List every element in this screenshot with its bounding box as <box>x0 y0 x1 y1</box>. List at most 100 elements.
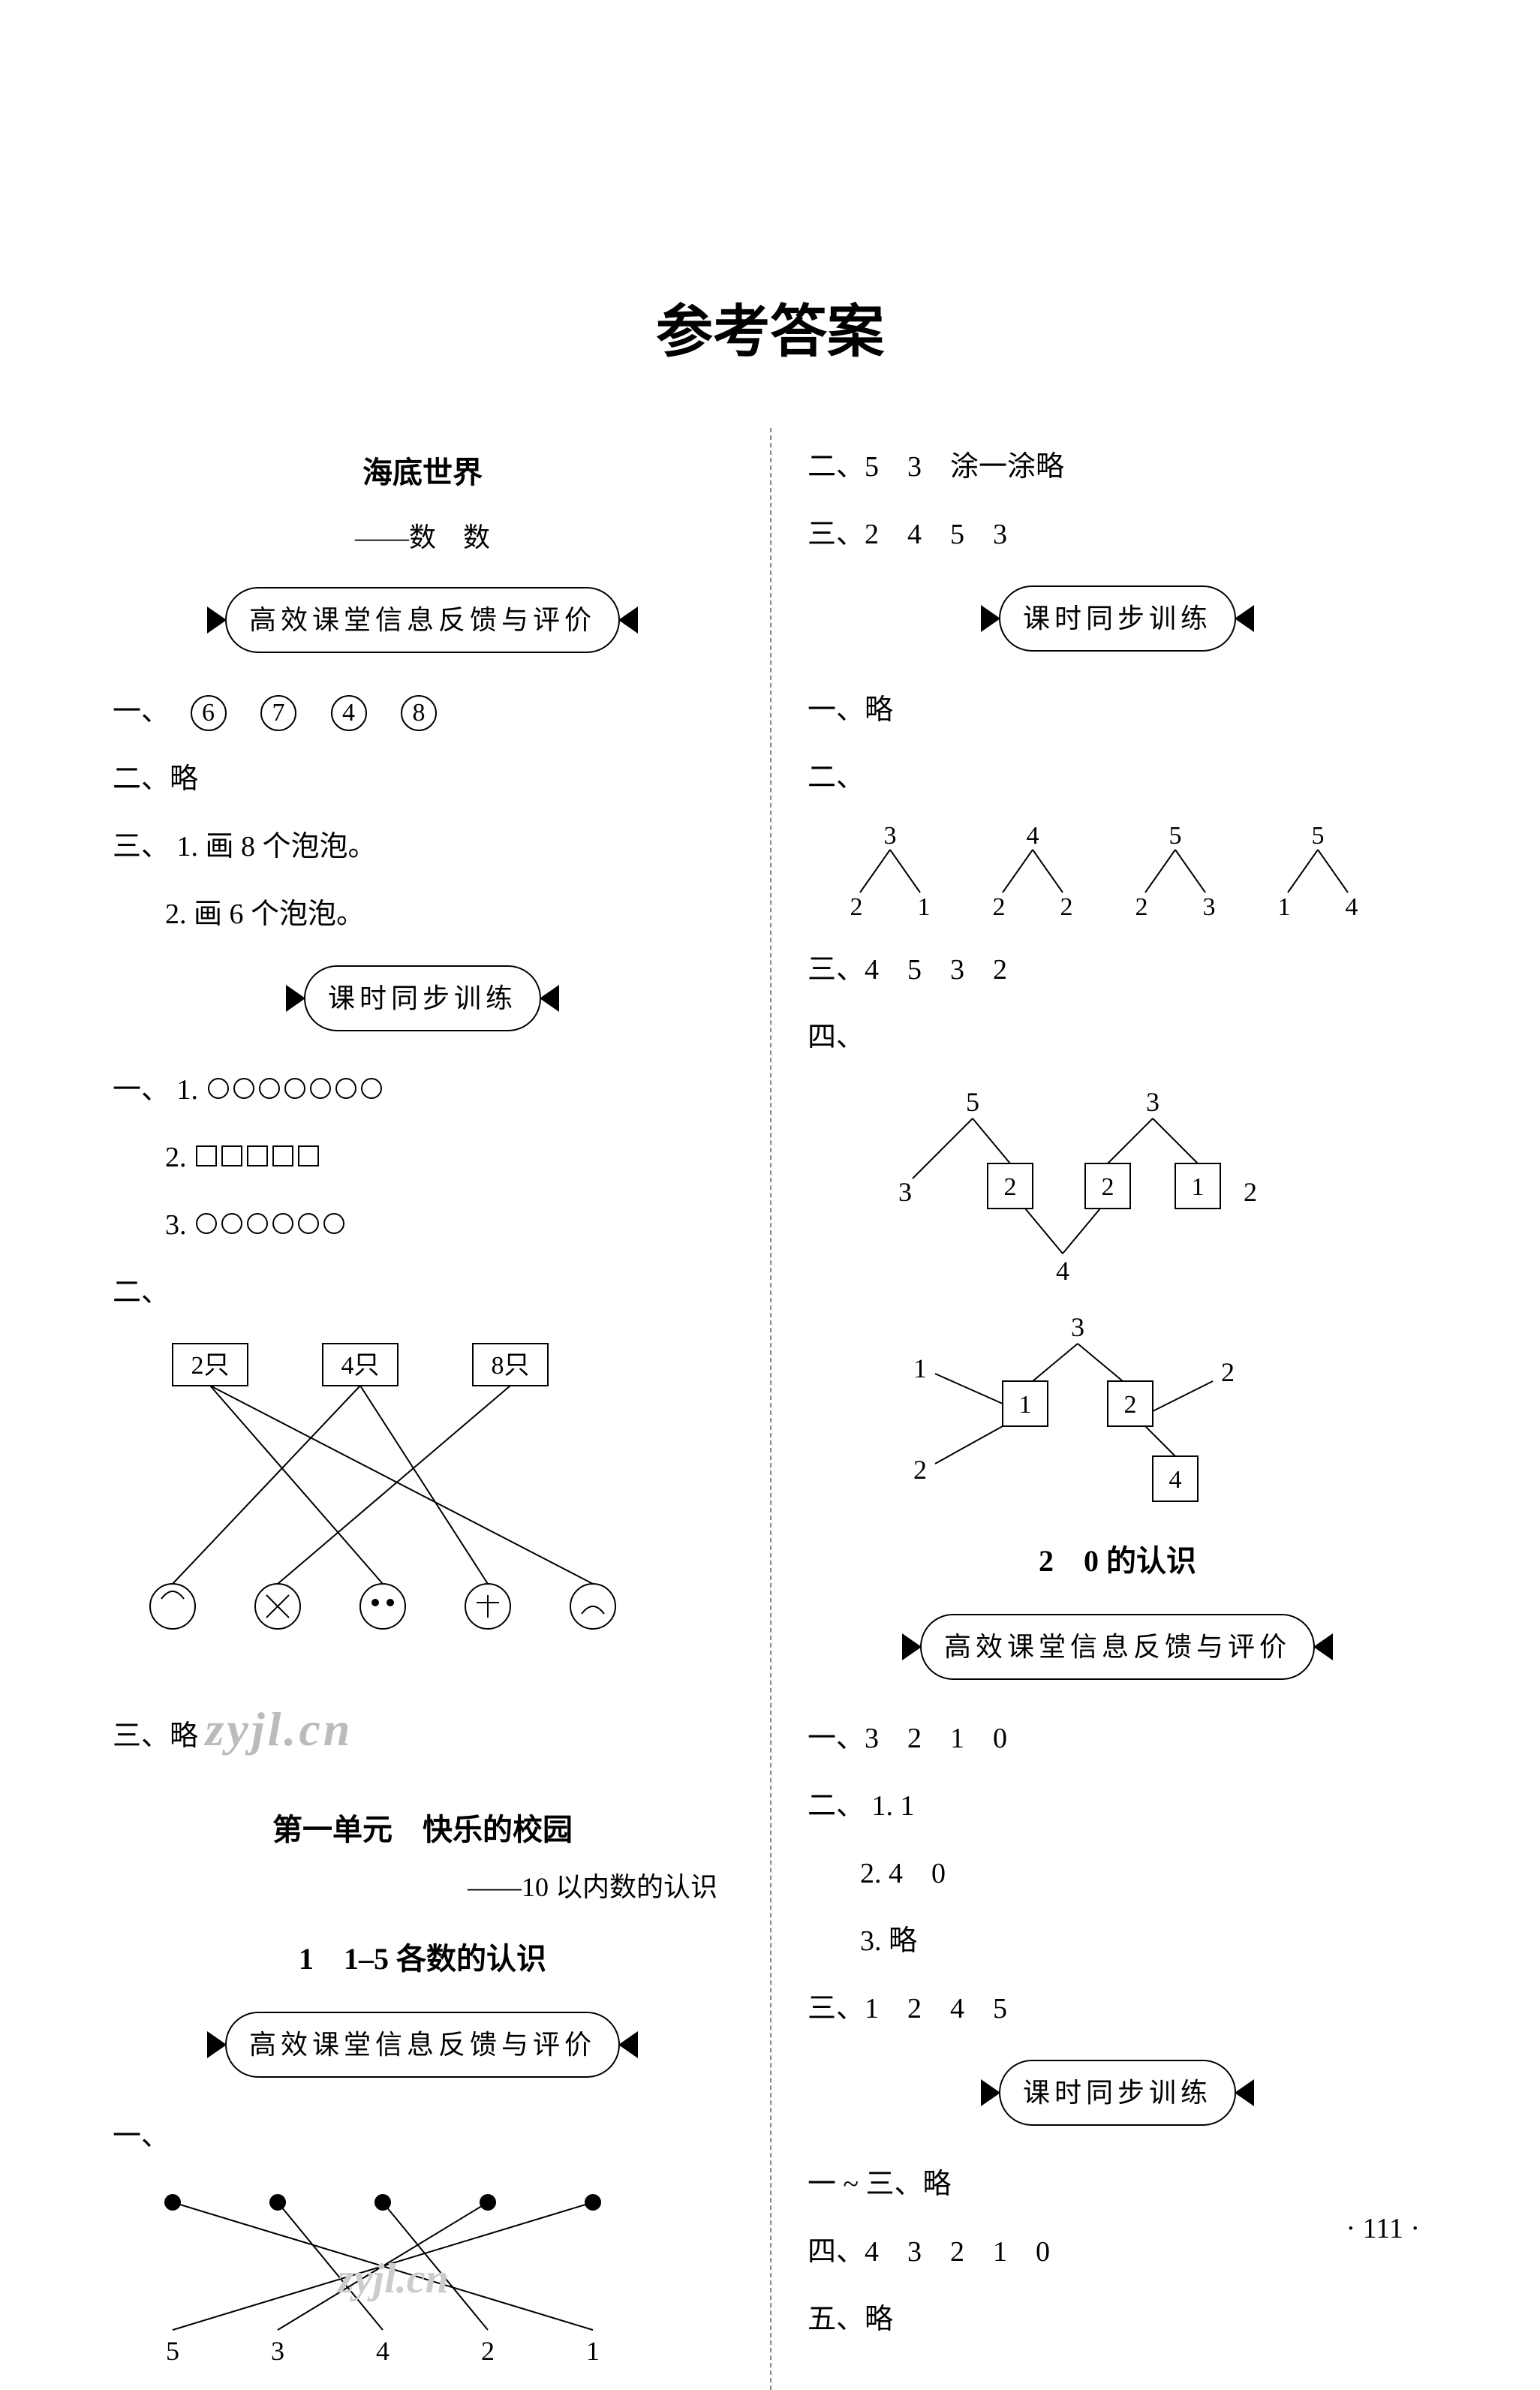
watermark-svg: zyjl.cn <box>336 2256 449 2302</box>
box-label: 4只 <box>341 1352 380 1380</box>
square-row <box>194 1142 321 1173</box>
banner-text: 课时同步训练 <box>304 965 541 1031</box>
f2-q2-1: 1. 1 <box>872 1790 915 1822</box>
svg-text:3: 3 <box>898 1177 912 1207</box>
svg-text:2: 2 <box>1102 1173 1114 1201</box>
box-label: 2只 <box>191 1352 230 1380</box>
dot-label: 1 <box>586 2336 600 2366</box>
f2-q3: 三、1 2 4 5 <box>808 1980 1427 2037</box>
pq1-1-label: 1. <box>177 1074 206 1106</box>
f2-q2-2: 2. 4 0 <box>808 1845 1427 1902</box>
circle-icon <box>272 1213 293 1234</box>
banner-arrow-right-icon <box>618 607 638 634</box>
rp-q4-label: 四、 <box>808 1009 1427 1066</box>
feedback-banner: 高效课堂信息反馈与评价 <box>159 2012 686 2078</box>
pq3-text: 三、略 <box>113 1720 198 1752</box>
svg-text:1: 1 <box>918 893 931 921</box>
svg-text:1: 1 <box>913 1353 927 1383</box>
banner-arrow-right-icon <box>1235 2079 1254 2106</box>
q2-row: 二、略 <box>113 751 732 808</box>
banner-arrow-left-icon <box>207 2031 227 2058</box>
q3-item-2: 2. 画 6 个泡泡。 <box>113 886 732 943</box>
q3-row: 三、 1. 画 8 个泡泡。 <box>113 818 732 875</box>
p2-q5: 五、略 <box>808 2291 1427 2348</box>
banner-text: 高效课堂信息反馈与评价 <box>920 1614 1315 1680</box>
banner-text: 高效课堂信息反馈与评价 <box>225 587 620 653</box>
circle-icon <box>259 1078 280 1099</box>
banner-text: 高效课堂信息反馈与评价 <box>225 2012 620 2078</box>
circle-icon <box>298 1213 319 1234</box>
box-tree-1-svg: 5 3 3 2 2 1 2 4 <box>808 1081 1333 1291</box>
circle-icon <box>284 1078 305 1099</box>
circle-icon <box>310 1078 331 1099</box>
f2-q2-label: 二、 <box>808 1790 865 1822</box>
square-icon <box>221 1145 242 1166</box>
practice-q1: 一、 1. <box>113 1061 732 1118</box>
circle-row <box>194 1209 347 1241</box>
pq3: 三、略 zyjl.cn <box>113 1681 732 1777</box>
circle-icon <box>335 1078 356 1099</box>
circled-number: 4 <box>331 695 367 731</box>
pq2-label: 二、 <box>113 1264 732 1321</box>
svg-text:3: 3 <box>1203 893 1216 921</box>
pq1-label: 一、 <box>113 1074 170 1106</box>
svg-text:1: 1 <box>1278 893 1291 921</box>
section-a-title: 海底世界 <box>113 443 732 503</box>
pq1-2: 2. <box>113 1129 732 1186</box>
q1-label: 一、 <box>113 696 170 727</box>
unit1-title: 第一单元 快乐的校园 <box>113 1800 732 1860</box>
svg-text:4: 4 <box>1056 1256 1069 1286</box>
circle-icon <box>196 1213 217 1234</box>
svg-text:3: 3 <box>884 822 897 850</box>
banner-text: 课时同步训练 <box>999 585 1236 652</box>
banner-arrow-left-icon <box>981 2079 1000 2106</box>
circled-number: 6 <box>191 695 227 731</box>
box-tree-2-svg: 3 1 2 1 2 2 4 <box>808 1306 1333 1516</box>
circle-icon <box>221 1213 242 1234</box>
banner-text: 课时同步训练 <box>999 2060 1236 2126</box>
page-number: · 111 · <box>1346 2212 1421 2245</box>
svg-text:2: 2 <box>1004 1173 1017 1201</box>
svg-text:2: 2 <box>913 1455 927 1485</box>
svg-text:3: 3 <box>1146 1087 1160 1117</box>
dot-label: 3 <box>271 2336 284 2366</box>
pq1-3-label: 3. <box>165 1209 194 1241</box>
circle-icon <box>361 1078 382 1099</box>
practice-banner: 课时同步训练 <box>854 585 1381 652</box>
rp-q3: 三、4 5 3 2 <box>808 941 1427 998</box>
banner-arrow-right-icon <box>540 985 559 1012</box>
rp-q1: 一、略 <box>808 682 1427 739</box>
svg-text:1: 1 <box>1192 1173 1205 1201</box>
f2-q2: 二、 1. 1 <box>808 1777 1427 1835</box>
svg-text:2: 2 <box>1244 1177 1257 1207</box>
dot-label: 2 <box>481 2336 495 2366</box>
r-q3: 三、2 4 5 3 <box>808 506 1427 563</box>
section-a-subtitle: 数 数 <box>113 510 732 564</box>
svg-text:5: 5 <box>1169 822 1182 850</box>
svg-text:3: 3 <box>1071 1312 1084 1342</box>
svg-text:2: 2 <box>1124 1391 1137 1419</box>
practice-banner: 课时同步训练 <box>854 2060 1381 2126</box>
column-divider <box>770 428 772 2390</box>
page-title: 参考答案 <box>90 285 1450 368</box>
circle-icon <box>323 1213 344 1234</box>
square-icon <box>298 1145 319 1166</box>
left-column: 海底世界 数 数 高效课堂信息反馈与评价 一、 6 7 4 8 二、略 三、 1… <box>90 428 770 2390</box>
box-tree-1: 5 3 3 2 2 1 2 4 <box>808 1081 1427 1291</box>
dot-svg: 5 3 4 2 1 zyjl.cn <box>113 2180 653 2375</box>
tree-svg: 321422523514 <box>808 821 1408 926</box>
pq1-3: 3. <box>113 1197 732 1254</box>
watermark-text: zyjl.cn <box>206 1702 353 1756</box>
svg-text:4: 4 <box>1169 1466 1182 1494</box>
lesson2-title: 2 0 的认识 <box>808 1531 1427 1591</box>
svg-text:2: 2 <box>1221 1357 1235 1387</box>
f2-q2-3: 3. 略 <box>808 1913 1427 1970</box>
feedback-banner: 高效课堂信息反馈与评价 <box>854 1614 1381 1680</box>
dot-matching-diagram: 5 3 4 2 1 zyjl.cn <box>113 2180 732 2375</box>
circled-number: 7 <box>260 695 296 731</box>
box-tree-2: 3 1 2 1 2 2 4 <box>808 1306 1427 1516</box>
dot-label: 5 <box>166 2336 179 2366</box>
lesson1-title: 1 1–5 各数的认识 <box>113 1929 732 1989</box>
dot-q-label: 一、 <box>113 2108 732 2165</box>
banner-arrow-left-icon <box>981 605 1000 632</box>
